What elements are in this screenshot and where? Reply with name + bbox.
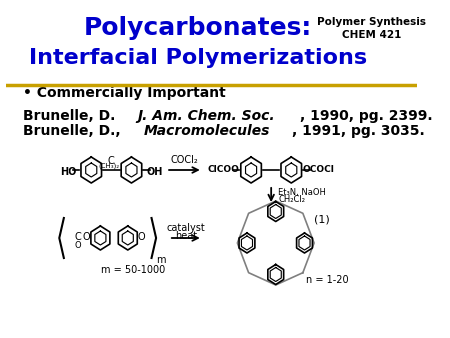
Text: C: C bbox=[74, 232, 81, 242]
Text: m = 50-1000: m = 50-1000 bbox=[101, 265, 166, 275]
Text: Brunelle, D.,: Brunelle, D., bbox=[23, 124, 125, 138]
Text: , 1991, pg. 3035.: , 1991, pg. 3035. bbox=[292, 124, 425, 138]
Text: ClCOO: ClCOO bbox=[208, 165, 239, 173]
Text: HO: HO bbox=[60, 167, 76, 177]
Text: (CH₃)₂: (CH₃)₂ bbox=[98, 163, 119, 169]
Text: OCOCl: OCOCl bbox=[303, 165, 335, 173]
Text: catalyst: catalyst bbox=[166, 223, 205, 233]
Text: , 1990, pg. 2399.: , 1990, pg. 2399. bbox=[300, 109, 432, 123]
Text: OH: OH bbox=[146, 167, 162, 177]
Text: COCl₂: COCl₂ bbox=[171, 155, 198, 165]
Text: C: C bbox=[108, 156, 115, 166]
Text: Macromolecules: Macromolecules bbox=[144, 124, 270, 138]
Bar bbox=[6, 0, 417, 85]
Text: CHEM 421: CHEM 421 bbox=[342, 30, 401, 40]
Text: (1): (1) bbox=[314, 215, 329, 225]
Text: Polycarbonates:: Polycarbonates: bbox=[84, 16, 312, 40]
Text: Et₃N, NaOH: Et₃N, NaOH bbox=[279, 188, 326, 196]
Text: heat: heat bbox=[175, 231, 197, 241]
Text: O: O bbox=[138, 232, 145, 242]
Text: • Commercially Important: • Commercially Important bbox=[23, 86, 225, 100]
Text: O: O bbox=[83, 232, 90, 242]
Text: Polymer Synthesis: Polymer Synthesis bbox=[317, 17, 426, 27]
Text: CH₂Cl₂: CH₂Cl₂ bbox=[279, 195, 306, 204]
Text: m: m bbox=[156, 255, 166, 265]
Text: n = 1-20: n = 1-20 bbox=[306, 275, 349, 285]
Text: J. Am. Chem. Soc.: J. Am. Chem. Soc. bbox=[137, 109, 275, 123]
Text: Brunelle, D.: Brunelle, D. bbox=[23, 109, 120, 123]
Text: O: O bbox=[74, 241, 81, 249]
Text: Interfacial Polymerizations: Interfacial Polymerizations bbox=[29, 48, 367, 68]
